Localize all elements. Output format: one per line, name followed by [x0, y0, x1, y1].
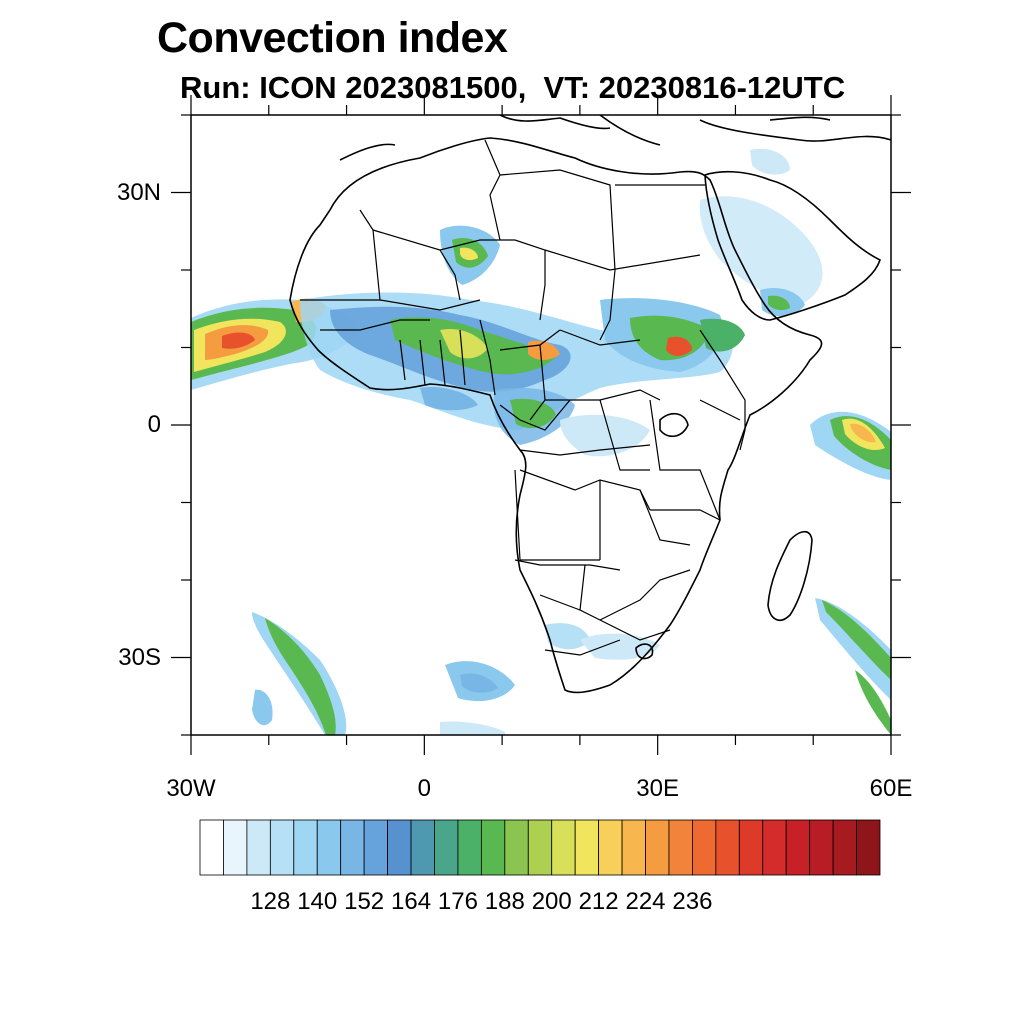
colorbar-box	[856, 819, 881, 876]
colorbar-box	[410, 819, 435, 876]
colorbar-box	[316, 819, 342, 876]
colorbar-box	[621, 819, 646, 876]
colorbar-box	[363, 819, 388, 876]
map-ticks	[171, 95, 911, 755]
colorbar-box	[574, 819, 600, 876]
colorbar	[199, 819, 881, 876]
lon-tick-label: 30E	[636, 775, 679, 802]
coastlines	[289, 115, 891, 694]
lat-tick-label: 30N	[116, 178, 161, 206]
colorbar-box	[527, 819, 553, 876]
map-subtitle: Run: ICON 2023081500, VT: 20230816-12UTC	[180, 70, 846, 105]
lon-tick-label: 60E	[869, 775, 913, 802]
colorbar-box	[738, 819, 764, 876]
colorbar-box	[457, 819, 482, 876]
colorbar-box	[480, 819, 506, 876]
colorbar-box	[645, 819, 670, 876]
colorbar-label: 200	[531, 888, 572, 915]
colorbar-box	[246, 819, 271, 876]
colorbar-box	[199, 819, 224, 876]
colorbar-box	[223, 819, 248, 876]
convection-arabia	[699, 148, 823, 317]
convection-southern-africa	[545, 623, 660, 660]
convection-band-sahel	[300, 225, 745, 457]
colorbar-label: 188	[484, 888, 525, 915]
colorbar-box	[504, 819, 529, 876]
colorbar-box	[809, 819, 834, 876]
colorbar-label: 140	[297, 888, 338, 915]
colorbar-box	[715, 819, 740, 876]
colorbar-box	[387, 819, 412, 876]
colorbar-box	[668, 819, 693, 876]
colorbar-label: 236	[672, 888, 713, 915]
convection-south-atlantic	[252, 612, 515, 735]
country-borders	[300, 139, 746, 656]
colorbar-label: 224	[625, 888, 666, 915]
convection-field	[191, 148, 891, 735]
colorbar-box	[293, 819, 318, 876]
convection-indian-ocean	[810, 411, 891, 735]
colorbar-box	[340, 819, 365, 876]
colorbar-label: 164	[391, 888, 432, 915]
colorbar-label: 176	[437, 888, 478, 915]
colorbar-box	[832, 819, 857, 876]
colorbar-box	[269, 819, 295, 876]
colorbar-box	[434, 819, 459, 876]
lon-tick-label: 0	[417, 775, 431, 802]
lat-tick-label: 0	[147, 411, 161, 438]
colorbar-box	[785, 819, 811, 876]
colorbar-box	[551, 819, 576, 876]
lon-tick-label: 30W	[166, 775, 216, 802]
lat-tick-label: 30S	[118, 643, 161, 671]
map-title: Convection index	[157, 14, 508, 62]
colorbar-box	[598, 819, 623, 876]
colorbar-label: 152	[344, 888, 385, 915]
colorbar-box	[762, 819, 787, 876]
colorbar-box	[692, 819, 717, 876]
colorbar-label: 212	[578, 888, 619, 915]
colorbar-label: 128	[250, 888, 291, 915]
